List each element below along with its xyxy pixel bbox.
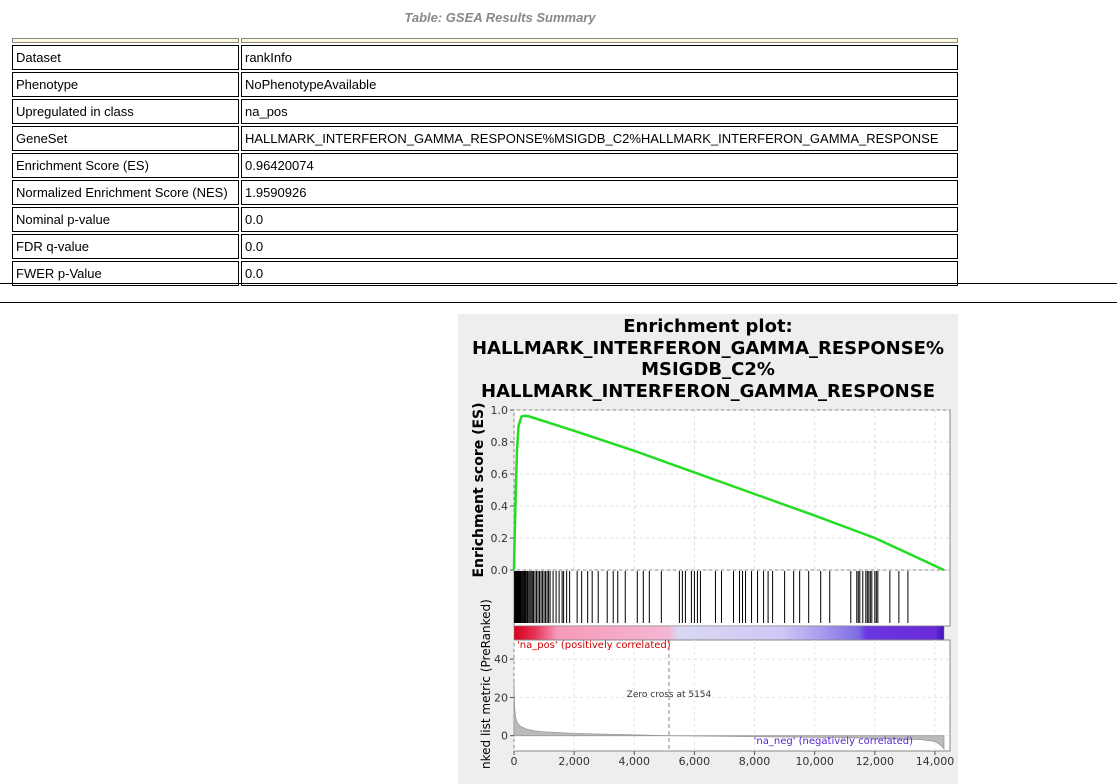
row-key: Upregulated in class <box>12 99 239 124</box>
table-row: Normalized Enrichment Score (NES) 1.95909… <box>12 180 958 205</box>
row-key: Dataset <box>12 45 239 70</box>
row-value: 1.9590926 <box>241 180 958 205</box>
enrichment-plot-panel: Enrichment plot: HALLMARK_INTERFERON_GAM… <box>458 314 958 784</box>
row-key: FWER p-Value <box>12 261 239 286</box>
es-plot-area <box>513 409 951 571</box>
plot-title-line-3: MSIGDB_C2% <box>641 359 775 380</box>
row-key: GeneSet <box>12 126 239 151</box>
divider-top <box>0 283 1117 284</box>
x-tick-label: 10,000 <box>795 755 834 768</box>
metric-y-tick-label: 40 <box>494 653 508 666</box>
table-caption: Table: GSEA Results Summary <box>404 10 596 25</box>
row-key: Enrichment Score (ES) <box>12 153 239 178</box>
row-value: 0.0 <box>241 234 958 259</box>
row-key: FDR q-value <box>12 234 239 259</box>
row-value: 0.96420074 <box>241 153 958 178</box>
x-tick-label: 14,000 <box>916 755 955 768</box>
table-row: Enrichment Score (ES) 0.96420074 <box>12 153 958 178</box>
es-grid <box>513 409 950 751</box>
table-header-row <box>12 38 958 43</box>
row-value: NoPhenotypeAvailable <box>241 72 958 97</box>
plot-title-line-4: HALLMARK_INTERFERON_GAMMA_RESPONSE <box>481 381 935 402</box>
hits-area <box>513 569 951 627</box>
es-y-tick-label: 0.2 <box>491 532 509 545</box>
row-key: Phenotype <box>12 72 239 97</box>
es-y-tick-label: 0.4 <box>491 500 509 513</box>
plot-title-line-1: Enrichment plot: <box>623 316 793 337</box>
gsea-summary-table: Dataset rankInfo Phenotype NoPhenotypeAvai… <box>10 36 960 288</box>
table-row: FDR q-value 0.0 <box>12 234 958 259</box>
metric-y-tick-label: 0 <box>501 730 508 743</box>
x-tick-label: 6,000 <box>679 755 711 768</box>
row-value: rankInfo <box>241 45 958 70</box>
rank-color-bar <box>513 625 945 641</box>
table-header-cell <box>241 38 958 43</box>
table-row: Nominal p-value 0.0 <box>12 207 958 232</box>
es-y-tick-label: 0.8 <box>491 436 509 449</box>
table-row: GeneSet HALLMARK_INTERFERON_GAMMA_RESPONS… <box>12 126 958 151</box>
es-axis-label: Enrichment score (ES) <box>471 402 487 577</box>
row-value: 0.0 <box>241 207 958 232</box>
plot-title-line-2: HALLMARK_INTERFERON_GAMMA_RESPONSE% <box>471 338 945 359</box>
table-row: Dataset rankInfo <box>12 45 958 70</box>
row-key: Nominal p-value <box>12 207 239 232</box>
x-tick-label: 0 <box>511 755 518 768</box>
x-tick-label: 8,000 <box>739 755 771 768</box>
metric-y-tick-label: 20 <box>494 691 508 704</box>
pos-correlated-label: 'na_pos' (positively correlated) <box>517 640 671 651</box>
es-y-tick-label: 1.0 <box>491 404 509 417</box>
table-header-cell <box>12 38 239 43</box>
table-row: Phenotype NoPhenotypeAvailable <box>12 72 958 97</box>
table-row: FWER p-Value 0.0 <box>12 261 958 286</box>
x-tick-label: 2,000 <box>558 755 590 768</box>
ranked-metric-area <box>513 682 945 751</box>
x-tick-label: 4,000 <box>619 755 651 768</box>
ranked-metric <box>513 682 945 751</box>
es-y-tick-label: 0.6 <box>491 468 509 481</box>
enrichment-plot: 0.0 0.2 0.4 0.6 0.8 1.0 0 20 40 0 2,000 4,000 6,000 8… <box>471 402 955 769</box>
metric-plot-area <box>513 639 951 752</box>
axes: 0.0 0.2 0.4 0.6 0.8 1.0 0 20 40 0 2,000 4,000 6,000 8… <box>491 404 955 768</box>
row-key: Normalized Enrichment Score (NES) <box>12 180 239 205</box>
zero-cross-label: Zero cross at 5154 <box>627 690 712 700</box>
x-tick-label: 12,000 <box>856 755 895 768</box>
row-value: na_pos <box>241 99 958 124</box>
row-value: HALLMARK_INTERFERON_GAMMA_RESPONSE%MSIGD… <box>241 126 958 151</box>
divider-bottom <box>0 302 1117 303</box>
row-value: 0.0 <box>241 261 958 286</box>
es-line <box>512 414 945 572</box>
hit-lines <box>514 571 909 623</box>
metric-axis-label: nked list metric (PreRanked) <box>479 599 493 769</box>
table-row: Upregulated in class na_pos <box>12 99 958 124</box>
neg-correlated-label: 'na_neg' (negatively correlated) <box>754 736 913 747</box>
es-y-tick-label: 0.0 <box>491 564 509 577</box>
